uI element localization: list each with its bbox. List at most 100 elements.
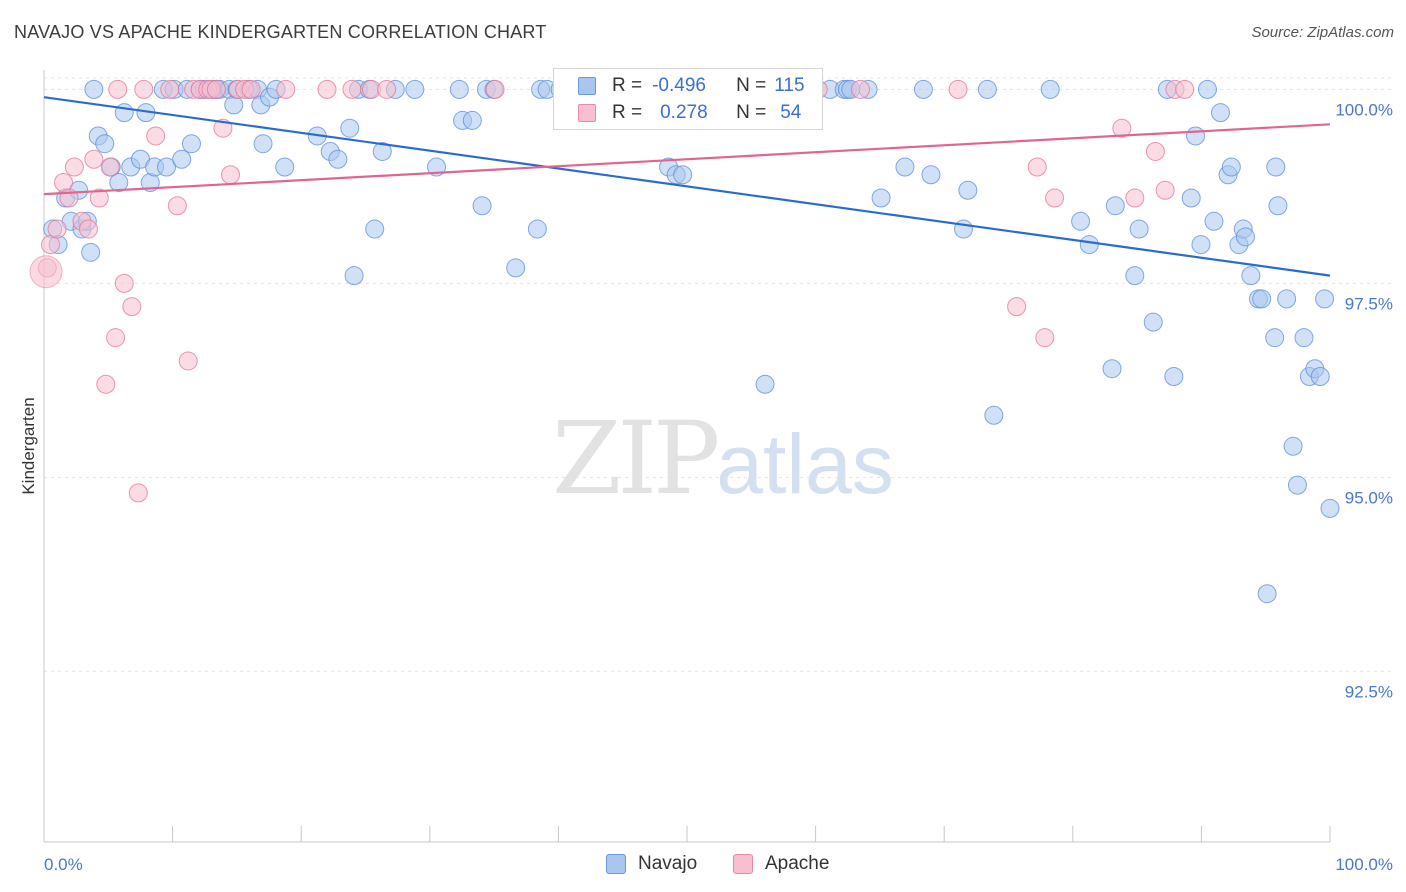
point-navajo bbox=[871, 188, 891, 208]
point-apache bbox=[106, 328, 126, 348]
point-apache bbox=[1045, 188, 1065, 208]
legend-swatch-apache bbox=[578, 104, 596, 122]
point-apache bbox=[134, 79, 154, 99]
point-apache bbox=[160, 79, 180, 99]
point-apache bbox=[1112, 118, 1132, 138]
y-tick-label: 92.5% bbox=[1345, 682, 1393, 701]
point-navajo bbox=[921, 165, 941, 185]
bottom-legend-label-navajo: Navajo bbox=[638, 853, 698, 874]
point-apache bbox=[89, 188, 109, 208]
y-tick-label: 95.0% bbox=[1345, 488, 1393, 507]
point-apache bbox=[178, 351, 198, 371]
y-tick-label: 97.5% bbox=[1345, 294, 1393, 313]
point-navajo bbox=[181, 134, 201, 154]
bottom-legend-navajo: Navajo bbox=[606, 851, 697, 877]
trendline-navajo bbox=[43, 96, 1331, 277]
point-navajo bbox=[1287, 475, 1307, 495]
point-apache bbox=[1175, 79, 1195, 99]
point-navajo bbox=[81, 242, 101, 262]
point-apache bbox=[221, 165, 241, 185]
watermark-zip: ZIP bbox=[552, 400, 720, 517]
point-apache bbox=[1035, 328, 1055, 348]
point-navajo bbox=[527, 219, 547, 239]
point-navajo bbox=[1310, 366, 1330, 386]
point-navajo bbox=[984, 405, 1004, 425]
chart-title: NAVAJO VS APACHE KINDERGARTEN CORRELATIO… bbox=[14, 22, 547, 42]
point-navajo bbox=[84, 79, 104, 99]
legend-r-label: R = bbox=[612, 75, 643, 96]
point-apache bbox=[485, 79, 505, 99]
point-navajo bbox=[1079, 235, 1099, 255]
point-apache-large bbox=[29, 255, 63, 289]
y-tick-label: 100.0% bbox=[1335, 100, 1393, 119]
point-navajo bbox=[109, 173, 129, 193]
x-tick-label-min: 0.0% bbox=[44, 855, 83, 874]
point-apache bbox=[1027, 157, 1047, 177]
point-navajo bbox=[1164, 366, 1184, 386]
watermark: ZIPatlas bbox=[552, 400, 894, 517]
watermark-atlas: atlas bbox=[716, 417, 894, 511]
point-apache bbox=[84, 149, 104, 169]
point-navajo bbox=[913, 79, 933, 99]
point-navajo bbox=[1266, 157, 1286, 177]
trendline-apache bbox=[43, 123, 1331, 196]
point-navajo bbox=[253, 134, 273, 154]
legend-row-apache: R = 0.278 N = 54 bbox=[578, 100, 801, 126]
point-apache bbox=[342, 79, 362, 99]
point-apache bbox=[167, 196, 187, 216]
point-navajo bbox=[1221, 157, 1241, 177]
x-tick-label-max: 100.0% bbox=[1335, 855, 1393, 874]
point-navajo bbox=[365, 219, 385, 239]
point-apache bbox=[96, 374, 116, 394]
point-navajo bbox=[1252, 289, 1272, 309]
point-navajo bbox=[1315, 289, 1335, 309]
point-navajo bbox=[1241, 266, 1261, 286]
bottom-legend-swatch-apache bbox=[733, 854, 753, 874]
point-navajo bbox=[1102, 359, 1122, 379]
point-apache bbox=[1007, 297, 1027, 317]
point-apache bbox=[64, 157, 84, 177]
point-apache bbox=[377, 79, 397, 99]
point-navajo bbox=[1294, 328, 1314, 348]
legend-row-navajo: R = -0.496 N = 115 bbox=[578, 73, 805, 99]
point-apache bbox=[1125, 188, 1145, 208]
point-apache bbox=[100, 157, 120, 177]
legend-r-value-navajo: -0.496 bbox=[652, 75, 706, 96]
correlation-legend: R = -0.496 N = 115 R = 0.278 N = 54 bbox=[553, 68, 823, 130]
point-apache bbox=[206, 79, 226, 99]
y-axis-title: Kindergarten bbox=[19, 397, 38, 494]
point-navajo bbox=[1129, 219, 1149, 239]
legend-n-value-navajo: 115 bbox=[774, 75, 805, 96]
point-navajo bbox=[1277, 289, 1297, 309]
point-navajo bbox=[340, 118, 360, 138]
point-navajo bbox=[1186, 126, 1206, 146]
point-navajo bbox=[449, 79, 469, 99]
bottom-legend-apache: Apache bbox=[733, 851, 829, 877]
point-navajo bbox=[405, 79, 425, 99]
point-navajo bbox=[95, 134, 115, 154]
point-navajo bbox=[1257, 584, 1277, 604]
point-apache bbox=[47, 219, 67, 239]
point-apache bbox=[108, 79, 128, 99]
point-navajo bbox=[1235, 227, 1255, 247]
point-navajo bbox=[1283, 436, 1303, 456]
point-apache bbox=[122, 297, 142, 317]
point-navajo bbox=[1181, 188, 1201, 208]
legend-r-label: R = bbox=[612, 102, 643, 123]
point-navajo bbox=[673, 165, 693, 185]
point-navajo bbox=[172, 149, 192, 169]
point-apache bbox=[1145, 141, 1165, 161]
point-navajo bbox=[954, 219, 974, 239]
point-apache bbox=[146, 126, 166, 146]
point-navajo bbox=[275, 157, 295, 177]
point-navajo bbox=[1191, 235, 1211, 255]
point-apache bbox=[1155, 180, 1175, 200]
legend-swatch-navajo bbox=[578, 77, 596, 95]
point-apache bbox=[114, 273, 134, 293]
point-navajo bbox=[506, 258, 526, 278]
point-navajo bbox=[1268, 196, 1288, 216]
point-navajo bbox=[1210, 103, 1230, 123]
point-apache bbox=[78, 219, 98, 239]
point-navajo bbox=[755, 374, 775, 394]
point-apache bbox=[948, 79, 968, 99]
